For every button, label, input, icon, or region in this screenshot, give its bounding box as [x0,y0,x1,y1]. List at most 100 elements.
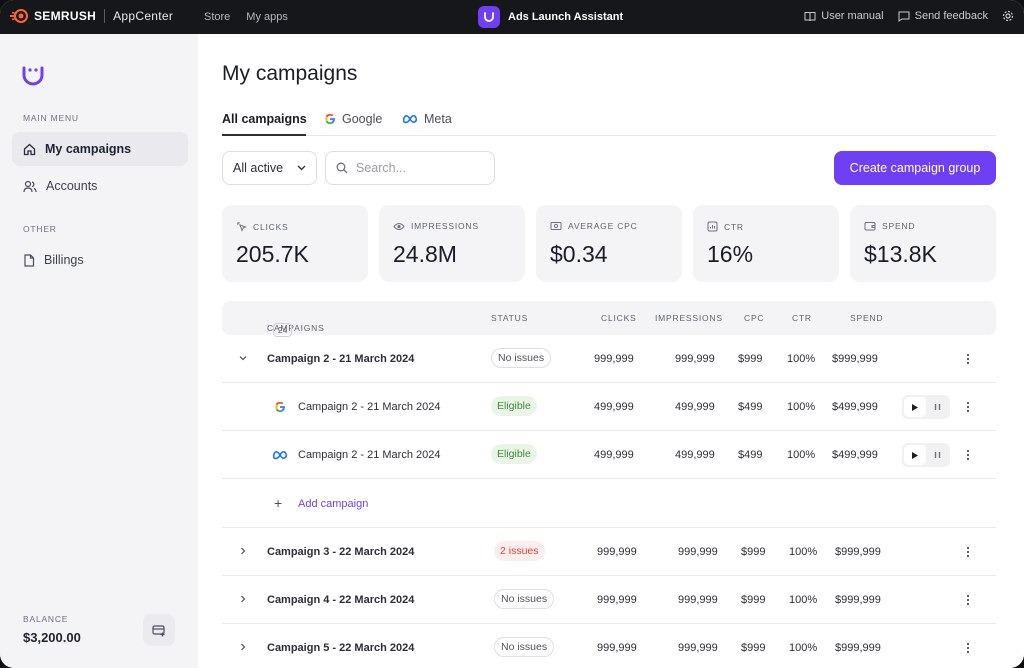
table-row[interactable]: Campaign 4 - 22 March 2024 No issues 999… [222,576,996,624]
pause-button[interactable] [926,397,948,417]
more-options-icon[interactable] [966,641,970,655]
app-title-area: Ads Launch Assistant [478,6,623,28]
add-funds-button[interactable] [143,614,175,646]
user-manual-link[interactable]: User manual [804,10,884,22]
balance-label: BALANCE [23,614,69,624]
main-menu-label: MAIN MENU [23,113,79,123]
play-pause-toggle [902,443,950,467]
chart-icon [707,221,718,232]
tab-all-campaigns[interactable]: All campaigns [222,107,307,131]
wallet-icon [864,222,876,231]
tab-google[interactable]: Google [324,107,382,131]
nav-store[interactable]: Store [204,11,231,23]
more-options-icon[interactable] [966,545,970,559]
tab-meta[interactable]: Meta [402,107,452,131]
stat-label: AVERAGE CPC [550,221,638,231]
top-nav: Store My apps [204,11,288,23]
stat-value: $0.34 [550,241,608,267]
col-impressions[interactable]: IMPRESSIONS [655,313,723,323]
chevron-right-icon[interactable] [238,546,248,556]
col-status[interactable]: STATUS [491,313,529,323]
chevron-down-icon [297,165,306,171]
stat-card-average-cpc: AVERAGE CPC $0.34 [536,205,682,282]
app-logo-icon [22,66,44,86]
chevron-right-icon[interactable] [238,642,248,652]
semrush-logo[interactable]: SEMRUSH AppCenter [10,9,173,23]
send-feedback-link[interactable]: Send feedback [898,10,988,22]
campaign-name[interactable]: Campaign 2 - 21 March 2024 [298,401,441,413]
table-row[interactable]: Campaign 2 - 21 March 2024 No issues 999… [222,335,996,383]
cell-clicks: 999,999 [594,353,634,365]
stat-label: SPEND [864,221,915,231]
cell-ctr: 100% [789,642,818,654]
meta-icon [402,114,418,124]
more-options-icon[interactable] [966,593,970,607]
stat-card-ctr: CTR 16% [693,205,839,282]
user-manual-label: User manual [821,10,884,22]
col-clicks[interactable]: CLICKS [601,313,637,323]
play-pause-toggle [902,395,950,419]
sidebar-item-accounts[interactable]: Accounts [12,169,188,203]
stat-label-text: AVERAGE CPC [568,221,638,231]
stat-label: CTR [707,221,744,232]
campaign-name[interactable]: Campaign 4 - 22 March 2024 [267,594,415,606]
cell-spend: $999,999 [835,642,881,654]
more-options-icon[interactable] [966,400,970,414]
chevron-right-icon[interactable] [238,594,248,604]
cell-ctr: 100% [789,594,818,606]
cell-clicks: 999,999 [597,642,637,654]
stat-card-impressions: IMPRESSIONS 24.8M [379,205,525,282]
stat-label: CLICKS [236,221,289,232]
cell-impressions: 999,999 [678,594,718,606]
table-row-sub[interactable]: Campaign 2 - 21 March 2024 Eligible 499,… [222,383,996,431]
campaign-name[interactable]: Campaign 2 - 21 March 2024 [267,353,415,365]
sidebar-item-my-campaigns[interactable]: My campaigns [12,132,188,166]
cell-impressions: 499,999 [675,401,715,413]
eye-icon [393,222,405,230]
cell-cpc: $999 [741,594,766,606]
campaign-name[interactable]: Campaign 2 - 21 March 2024 [298,449,441,461]
card-plus-icon [152,624,165,636]
col-spend[interactable]: SPEND [850,313,884,323]
cell-cpc: $999 [738,353,763,365]
campaign-name[interactable]: Campaign 5 - 22 March 2024 [267,642,415,654]
more-options-icon[interactable] [966,352,970,366]
play-button[interactable] [904,397,926,417]
search-placeholder: Search... [356,161,407,175]
cell-clicks: 999,999 [597,594,637,606]
pause-button[interactable] [926,445,948,465]
sidebar-item-billings[interactable]: Billings [12,243,188,277]
money-icon [550,222,562,230]
status-filter-select[interactable]: All active [222,151,317,185]
tab-label: Google [342,112,383,126]
smile-icon [484,12,494,22]
cursor-click-icon [237,222,247,232]
campaign-name[interactable]: Campaign 3 - 22 March 2024 [267,546,415,558]
cell-clicks: 999,999 [597,546,637,558]
add-campaign-link[interactable]: Add campaign [298,498,369,510]
col-ctr[interactable]: CTR [792,313,812,323]
nav-my-apps[interactable]: My apps [246,11,288,23]
more-options-icon[interactable] [966,448,970,462]
brand-separator [104,9,106,23]
tab-label: Meta [424,112,452,126]
table-row-sub[interactable]: Campaign 2 - 21 March 2024 Eligible 499,… [222,431,996,479]
cell-ctr: 100% [789,546,818,558]
play-button[interactable] [904,445,926,465]
col-cpc[interactable]: CPC [744,313,765,323]
search-input[interactable]: Search... [325,151,495,185]
stat-label-text: CLICKS [253,221,289,232]
users-icon [23,180,37,192]
book-icon [804,11,816,21]
table-row[interactable]: Campaign 5 - 22 March 2024 No issues 999… [222,624,996,668]
chevron-down-icon[interactable] [238,353,248,363]
stat-label-text: SPEND [882,221,916,231]
gear-icon[interactable] [1002,10,1014,22]
document-icon [24,253,35,267]
create-campaign-group-button[interactable]: Create campaign group [834,151,996,185]
status-badge: Eligible [491,396,537,416]
plus-icon[interactable]: + [274,495,283,511]
table-row[interactable]: Campaign 3 - 22 March 2024 2 issues 999,… [222,528,996,576]
campaign-count-badge: 24 [273,323,293,337]
